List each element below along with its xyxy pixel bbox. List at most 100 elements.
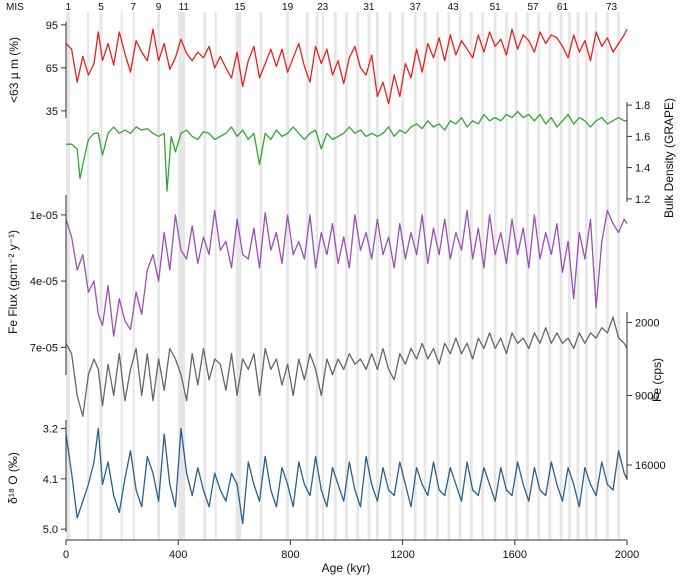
interglacial-band-6 bbox=[178, 12, 186, 540]
bulk_density-axis: 1.8 1.6 1.4 1.2 Bulk Density (GRAPE) bbox=[626, 98, 676, 218]
delta18O-tick-label-1: 4.1 bbox=[43, 474, 58, 486]
interglacial-band-41 bbox=[617, 12, 620, 540]
x-tick-label-0: 0 bbox=[63, 549, 69, 561]
mis-stage-15: 15 bbox=[234, 2, 246, 13]
interglacial-band-12 bbox=[305, 12, 309, 540]
interglacial-band-24 bbox=[436, 12, 440, 540]
interglacial-band-19 bbox=[375, 12, 379, 540]
bulk_density-line bbox=[66, 110, 627, 192]
interglacial-band-16 bbox=[345, 12, 348, 540]
x-tick-label-5: 2000 bbox=[615, 549, 639, 561]
fe_counts-ylabel: Fe (cps) bbox=[650, 358, 664, 402]
delta18O-line bbox=[65, 427, 628, 525]
mis-label: MIS bbox=[6, 2, 24, 13]
interglacial-band-34 bbox=[548, 12, 552, 540]
fine_fraction-tick-label-0: 95 bbox=[46, 20, 58, 32]
interglacial-band-28 bbox=[481, 12, 484, 540]
interglacial-band-2 bbox=[99, 12, 103, 540]
fe_counts-line bbox=[65, 316, 628, 417]
interglacial-bands bbox=[66, 12, 620, 540]
mis-stage-31: 31 bbox=[363, 2, 375, 13]
fe_flux-axis: 1e-05 4e-05 7e-05 Fe Flux (gcm⁻² y⁻¹) bbox=[6, 195, 67, 375]
mis-stage-7: 7 bbox=[131, 2, 137, 13]
interglacial-band-37 bbox=[576, 12, 580, 540]
interglacial-band-4 bbox=[132, 12, 135, 540]
interglacial-band-30 bbox=[504, 12, 508, 540]
delta18O-axis: 3.2 4.1 5.0 16000 δ¹⁸ O (‰) bbox=[6, 420, 666, 536]
x-tick-label-1: 400 bbox=[169, 549, 187, 561]
delta18O-tick-label-2: 5.0 bbox=[43, 524, 58, 536]
bulk_density-tick-label-3: 1.2 bbox=[635, 194, 650, 206]
interglacial-band-39 bbox=[594, 12, 598, 540]
fe_flux-line bbox=[65, 209, 628, 337]
fe_flux-tick-label-2: 7e-05 bbox=[30, 342, 58, 354]
interglacial-band-27 bbox=[469, 12, 473, 540]
axes: 95 65 35 <63 µ m (%) 1.8 1.6 1.4 1.2 Bulk Densit… bbox=[6, 20, 676, 536]
interglacial-band-36 bbox=[568, 12, 571, 540]
interglacial-band-18 bbox=[367, 12, 371, 540]
fine_fraction-tick-label-2: 35 bbox=[46, 106, 58, 118]
interglacial-band-21 bbox=[401, 12, 405, 540]
interglacial-band-33 bbox=[537, 12, 541, 540]
bulk_density-tick-label-2: 1.4 bbox=[635, 163, 650, 175]
fine_fraction-line bbox=[65, 28, 628, 105]
delta18O-right-tick-label-0: 16000 bbox=[635, 460, 666, 472]
fine_fraction-ylabel: <63 µ m (%) bbox=[7, 37, 21, 103]
interglacial-band-26 bbox=[458, 12, 462, 540]
mis-stage-19: 19 bbox=[282, 2, 294, 13]
interglacial-band-20 bbox=[388, 12, 392, 540]
mis-stage-11: 11 bbox=[179, 2, 190, 13]
interglacial-band-22 bbox=[413, 12, 417, 540]
interglacial-band-8 bbox=[214, 12, 217, 540]
interglacial-band-32 bbox=[526, 12, 529, 540]
mis-stage-5: 5 bbox=[98, 2, 104, 13]
mis-stage-1: 1 bbox=[65, 2, 71, 13]
interglacial-band-13 bbox=[315, 12, 319, 540]
interglacial-band-40 bbox=[605, 12, 609, 540]
mis-stage-57: 57 bbox=[527, 2, 539, 13]
interglacial-band-7 bbox=[203, 12, 207, 540]
mis-stage-61: 61 bbox=[557, 2, 569, 13]
mis-stage-9: 9 bbox=[156, 2, 162, 13]
fine_fraction-axis: 95 65 35 <63 µ m (%) bbox=[7, 20, 67, 118]
delta18O-tick-label-0: 3.2 bbox=[43, 423, 58, 435]
interglacial-band-25 bbox=[447, 12, 451, 540]
x-tick-label-4: 1600 bbox=[503, 549, 527, 561]
bulk_density-tick-label-0: 1.8 bbox=[635, 100, 650, 112]
fine_fraction-tick-label-1: 65 bbox=[46, 63, 58, 75]
fe_flux-ylabel: Fe Flux (gcm⁻² y⁻¹) bbox=[6, 230, 20, 334]
interglacial-band-15 bbox=[333, 12, 337, 540]
x-tick-label-2: 800 bbox=[281, 549, 299, 561]
fe_flux-tick-label-0: 1e-05 bbox=[30, 210, 58, 222]
x-axis: Age (kyr) 0 400 800 1200 1600 2000 bbox=[63, 539, 639, 575]
fe_counts-tick-label-1: 9000 bbox=[635, 390, 659, 402]
interglacial-band-11 bbox=[286, 12, 289, 540]
fe_counts-tick-label-0: 2000 bbox=[635, 317, 659, 329]
x-axis-label: Age (kyr) bbox=[322, 561, 371, 575]
mis-stage-73: 73 bbox=[606, 2, 618, 13]
bulk_density-tick-label-1: 1.6 bbox=[635, 131, 650, 143]
series-lines bbox=[65, 28, 628, 525]
fe_flux-tick-label-1: 4e-05 bbox=[30, 276, 58, 288]
interglacial-band-23 bbox=[423, 12, 427, 540]
mis-stage-37: 37 bbox=[410, 2, 422, 13]
interglacial-band-17 bbox=[356, 12, 360, 540]
interglacial-band-3 bbox=[120, 12, 123, 540]
interglacial-band-10 bbox=[259, 12, 263, 540]
interglacial-band-35 bbox=[559, 12, 563, 540]
x-tick-label-3: 1200 bbox=[390, 549, 414, 561]
interglacial-band-38 bbox=[584, 12, 588, 540]
interglacial-band-9 bbox=[235, 12, 242, 540]
interglacial-band-14 bbox=[321, 12, 325, 540]
interglacial-band-29 bbox=[493, 12, 497, 540]
mis-stage-43: 43 bbox=[448, 2, 460, 13]
delta18O-ylabel: δ¹⁸ O (‰) bbox=[6, 452, 20, 504]
mis-stage-labels: MIS 1 5 7 9 11 15 19 23 31 37 43 51 57 61 73 bbox=[6, 2, 618, 13]
mis-stage-23: 23 bbox=[317, 2, 329, 13]
interglacial-band-1 bbox=[87, 12, 90, 540]
mis-stage-51: 51 bbox=[490, 2, 502, 13]
interglacial-band-31 bbox=[514, 12, 518, 540]
bulk_density-ylabel: Bulk Density (GRAPE) bbox=[662, 98, 676, 218]
